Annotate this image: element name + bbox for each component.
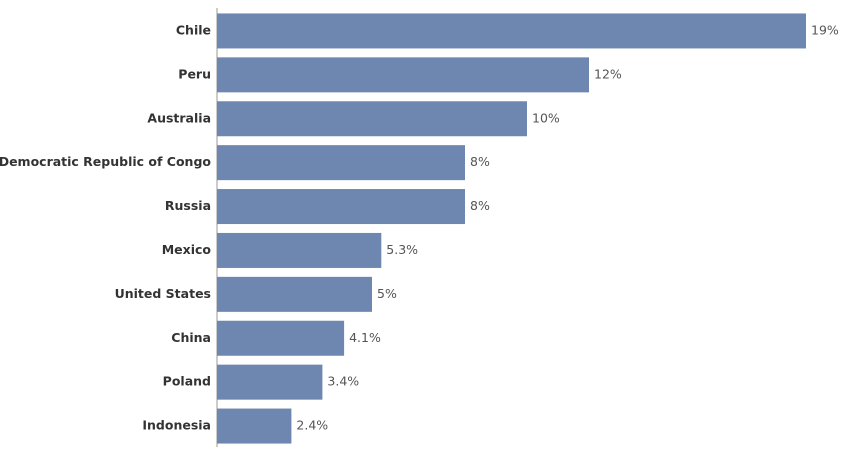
value-label: 4.1% <box>349 330 381 345</box>
category-label: Poland <box>163 374 211 389</box>
value-label: 2.4% <box>296 418 328 433</box>
value-label: 19% <box>811 22 839 37</box>
bar <box>217 408 292 444</box>
category-label: China <box>171 330 211 345</box>
bar <box>217 320 345 356</box>
bar <box>217 364 323 400</box>
category-label: Democratic Republic of Congo <box>0 154 211 169</box>
value-label: 5.3% <box>386 242 418 257</box>
category-label: Australia <box>147 110 211 125</box>
bar <box>217 13 806 49</box>
category-label: Russia <box>165 198 211 213</box>
bar <box>217 101 527 137</box>
bar <box>217 145 465 181</box>
category-label: Indonesia <box>142 418 211 433</box>
category-label: United States <box>115 286 211 301</box>
bar <box>217 189 465 225</box>
value-label: 12% <box>594 66 622 81</box>
category-label: Peru <box>178 66 211 81</box>
value-label: 8% <box>470 198 490 213</box>
value-label: 8% <box>470 154 490 169</box>
category-label: Chile <box>176 22 211 37</box>
value-label: 10% <box>532 110 560 125</box>
bar <box>217 232 382 268</box>
category-label: Mexico <box>162 242 212 257</box>
value-label: 3.4% <box>327 374 359 389</box>
value-label: 5% <box>377 286 397 301</box>
bar <box>217 276 372 312</box>
bar <box>217 57 589 93</box>
